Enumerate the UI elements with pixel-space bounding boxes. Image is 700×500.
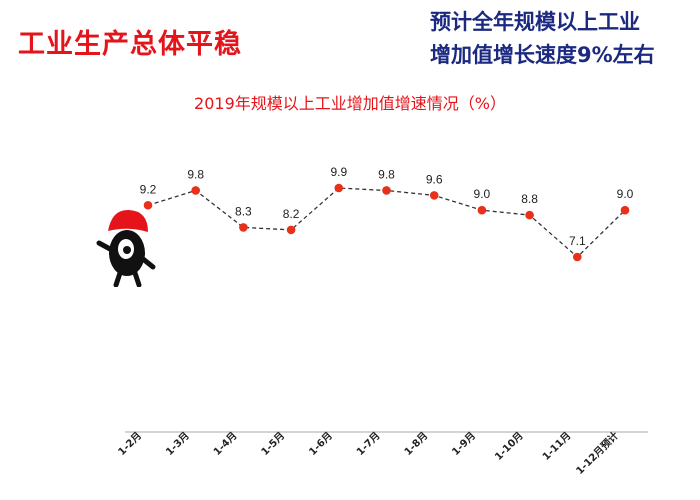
data-point-7 — [429, 191, 439, 200]
data-point-8 — [477, 205, 487, 215]
value-label-6: 9.8 — [378, 167, 395, 181]
x-tick-label-2: 1-3月 — [163, 430, 191, 458]
x-tick-label-1: 1-2月 — [116, 430, 144, 458]
data-point-10 — [573, 252, 582, 262]
mascot-with-red-cap-icon — [96, 209, 156, 287]
data-point-3 — [239, 223, 248, 232]
value-label-5: 9.9 — [330, 165, 347, 179]
page-headline: 工业生产总体平稳 — [18, 29, 242, 60]
data-point-11 — [620, 205, 630, 215]
forecast-note-line-1: 预计全年规模以上工业 — [430, 10, 640, 34]
data-point-9 — [525, 210, 534, 220]
data-point-6 — [382, 186, 391, 195]
x-tick-label-5: 1-6月 — [307, 430, 335, 458]
value-label-2: 9.8 — [187, 167, 204, 181]
value-label-9: 8.8 — [521, 192, 538, 206]
x-tick-label-9: 1-10月 — [492, 430, 525, 463]
data-point-5 — [334, 183, 344, 193]
series-line — [147, 187, 626, 258]
x-tick-label-3: 1-4月 — [211, 430, 239, 458]
x-tick-label-6: 1-7月 — [354, 430, 382, 458]
value-label-11: 9.0 — [617, 187, 634, 201]
x-tick-labels: 1-2月 1-3月 1-4月 1-5月 1-6月 1-7月 1-8月 1-9月 1-10月 1-1… — [116, 429, 621, 477]
value-label-7: 9.6 — [426, 172, 443, 186]
forecast-note-line-2: 增加值增长速度9%左右 — [430, 43, 655, 67]
data-value-labels: 9.2 9.8 8.3 8.2 9.9 9.8 9.6 9.0 8.8 7.1 9.0 — [140, 165, 634, 248]
x-tick-label-8: 1-9月 — [450, 430, 478, 458]
value-label-10: 7.1 — [569, 234, 586, 248]
x-tick-label-10: 1-11月 — [540, 430, 573, 463]
value-label-4: 8.2 — [283, 207, 300, 221]
data-point-4 — [286, 225, 296, 235]
value-label-3: 8.3 — [235, 204, 252, 218]
forecast-note: 预计全年规模以上工业 增加值增长速度9%左右 — [430, 6, 692, 72]
data-point-2 — [191, 186, 200, 195]
x-tick-label-11: 1-12月预计 — [573, 429, 621, 477]
value-label-8: 9.0 — [474, 187, 491, 201]
value-label-1: 9.2 — [140, 182, 157, 196]
x-tick-label-7: 1-8月 — [402, 430, 430, 458]
chart-title: 2019年规模以上工业增加值增速情况（%） — [194, 94, 506, 113]
data-point-1 — [143, 200, 153, 210]
x-tick-label-4: 1-5月 — [259, 430, 287, 458]
data-markers — [143, 183, 630, 262]
